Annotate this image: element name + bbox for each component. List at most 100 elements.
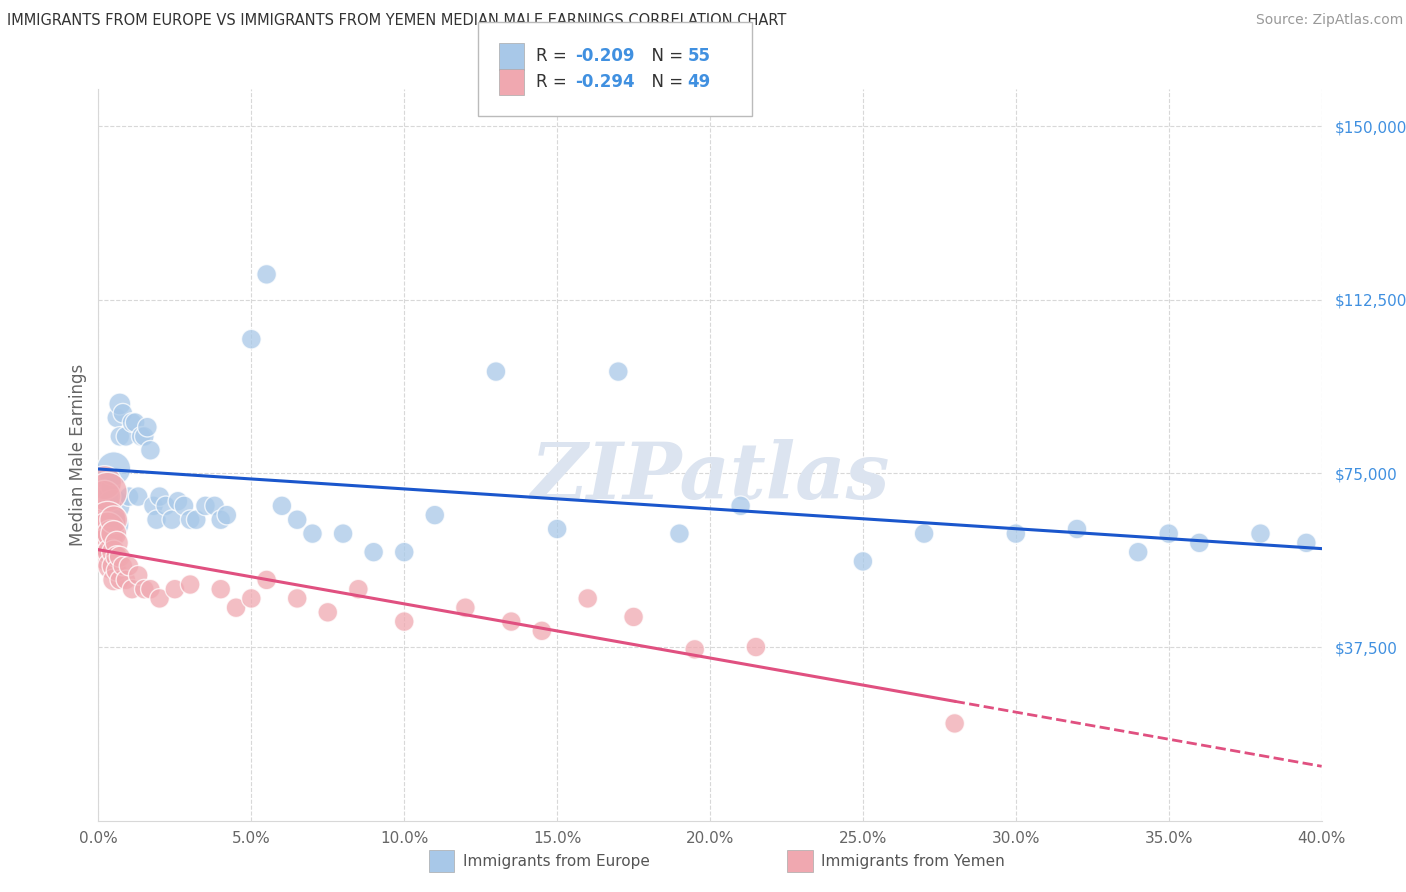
- Point: [103, 517, 125, 532]
- Point: [118, 490, 141, 504]
- Point: [1066, 522, 1088, 536]
- Point: [668, 526, 690, 541]
- Text: IMMIGRANTS FROM EUROPE VS IMMIGRANTS FROM YEMEN MEDIAN MALE EARNINGS CORRELATION: IMMIGRANTS FROM EUROPE VS IMMIGRANTS FRO…: [7, 13, 786, 29]
- Text: 55: 55: [688, 47, 710, 65]
- Point: [204, 499, 226, 513]
- Point: [103, 545, 125, 559]
- Point: [111, 559, 134, 574]
- Point: [129, 429, 152, 443]
- Point: [167, 494, 190, 508]
- Point: [215, 508, 238, 522]
- Point: [108, 429, 131, 443]
- Point: [316, 605, 339, 619]
- Point: [134, 582, 156, 597]
- Point: [108, 549, 131, 564]
- Point: [149, 591, 172, 606]
- Point: [1188, 536, 1211, 550]
- Point: [97, 549, 120, 564]
- Point: [105, 564, 128, 578]
- Point: [179, 577, 201, 591]
- Point: [607, 365, 630, 379]
- Point: [285, 591, 308, 606]
- Point: [100, 545, 122, 559]
- Y-axis label: Median Male Earnings: Median Male Earnings: [69, 364, 87, 546]
- Point: [121, 416, 143, 430]
- Point: [240, 591, 263, 606]
- Point: [103, 526, 125, 541]
- Point: [97, 522, 120, 536]
- Text: Immigrants from Europe: Immigrants from Europe: [463, 854, 650, 869]
- Text: Source: ZipAtlas.com: Source: ZipAtlas.com: [1256, 13, 1403, 28]
- Point: [745, 640, 768, 654]
- Text: N =: N =: [641, 47, 689, 65]
- Point: [194, 499, 217, 513]
- Point: [118, 559, 141, 574]
- Point: [392, 615, 416, 629]
- Point: [108, 397, 131, 411]
- Point: [1249, 526, 1271, 541]
- Point: [1128, 545, 1150, 559]
- Text: 49: 49: [688, 73, 711, 91]
- Point: [136, 420, 159, 434]
- Point: [363, 545, 385, 559]
- Point: [163, 582, 186, 597]
- Point: [121, 582, 143, 597]
- Point: [256, 573, 278, 587]
- Text: -0.209: -0.209: [575, 47, 634, 65]
- Point: [100, 480, 122, 494]
- Point: [943, 716, 966, 731]
- Point: [103, 573, 125, 587]
- Point: [134, 429, 156, 443]
- Point: [730, 499, 752, 513]
- Point: [173, 499, 195, 513]
- Point: [139, 443, 162, 458]
- Text: -0.294: -0.294: [575, 73, 634, 91]
- Point: [103, 462, 125, 476]
- Point: [127, 490, 149, 504]
- Point: [501, 615, 523, 629]
- Point: [285, 513, 308, 527]
- Point: [103, 499, 125, 513]
- Point: [105, 536, 128, 550]
- Point: [115, 429, 138, 443]
- Point: [530, 624, 553, 638]
- Point: [145, 513, 167, 527]
- Point: [103, 513, 125, 527]
- Point: [142, 499, 165, 513]
- Point: [97, 536, 120, 550]
- Point: [852, 554, 875, 568]
- Point: [105, 549, 128, 564]
- Point: [209, 582, 232, 597]
- Point: [186, 513, 208, 527]
- Point: [912, 526, 935, 541]
- Point: [209, 513, 232, 527]
- Point: [97, 475, 120, 490]
- Point: [179, 513, 201, 527]
- Point: [93, 522, 115, 536]
- Point: [623, 610, 645, 624]
- Point: [108, 573, 131, 587]
- Point: [225, 600, 247, 615]
- Point: [1295, 536, 1317, 550]
- Point: [1157, 526, 1180, 541]
- Text: N =: N =: [641, 73, 689, 91]
- Point: [240, 332, 263, 346]
- Point: [576, 591, 599, 606]
- Point: [301, 526, 323, 541]
- Point: [546, 522, 568, 536]
- Point: [270, 499, 292, 513]
- Point: [160, 513, 183, 527]
- Point: [100, 559, 122, 574]
- Point: [256, 268, 278, 282]
- Point: [683, 642, 706, 657]
- Point: [127, 568, 149, 582]
- Point: [93, 485, 115, 500]
- Point: [347, 582, 370, 597]
- Text: ZIPatlas: ZIPatlas: [530, 439, 890, 515]
- Text: R =: R =: [536, 47, 572, 65]
- Point: [100, 526, 122, 541]
- Point: [454, 600, 477, 615]
- Point: [115, 573, 138, 587]
- Point: [124, 416, 146, 430]
- Point: [90, 503, 112, 517]
